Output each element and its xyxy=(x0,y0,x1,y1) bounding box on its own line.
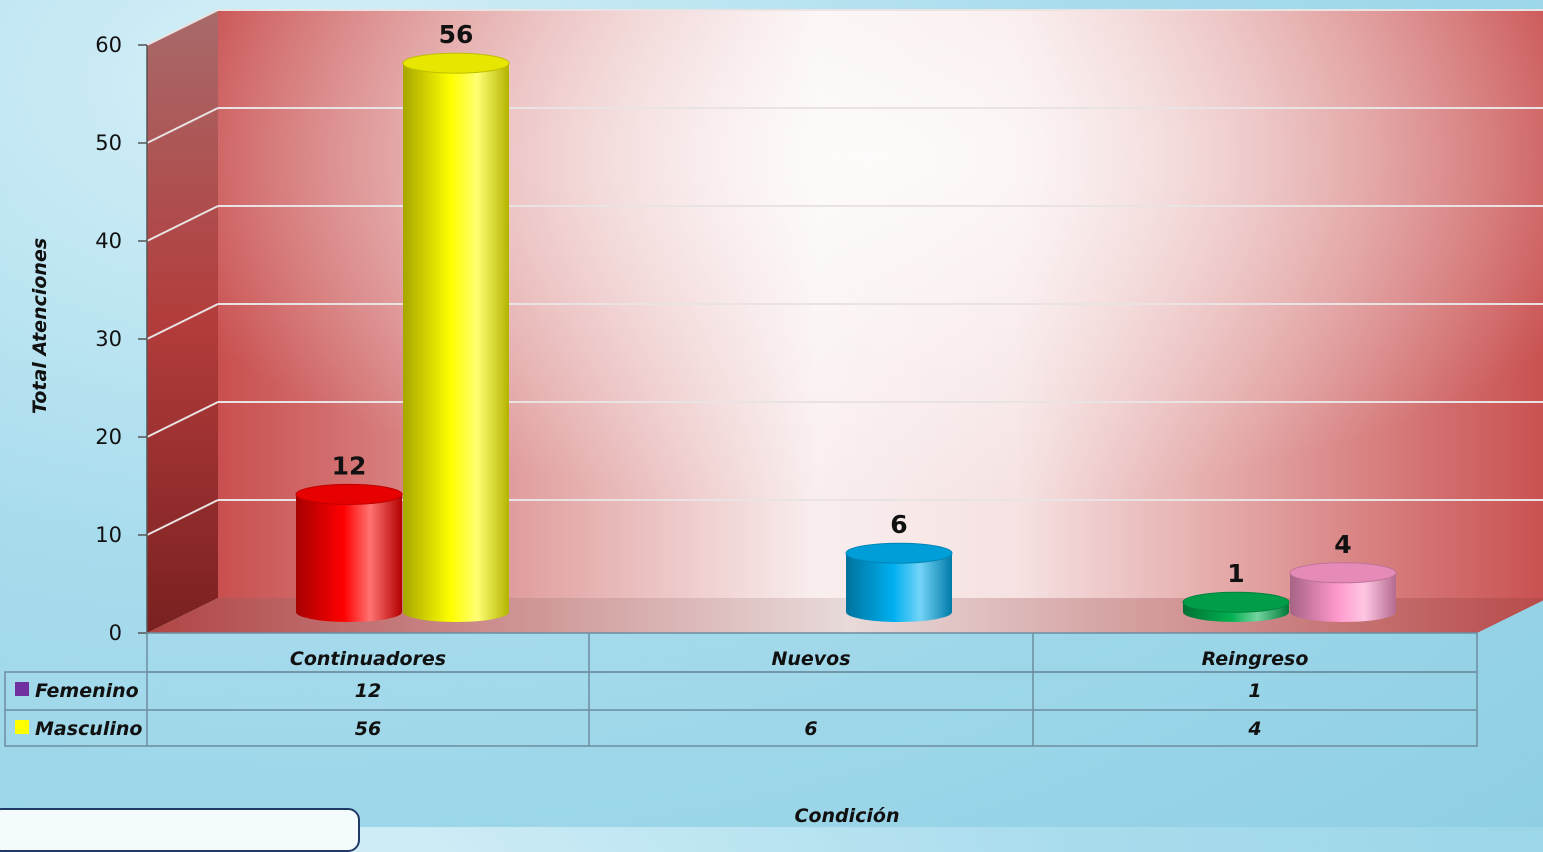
bar-top xyxy=(1182,591,1290,613)
bar-top xyxy=(295,483,403,505)
table-cell: 4 xyxy=(1247,718,1261,740)
gridline-side xyxy=(146,205,219,242)
bar-top xyxy=(402,52,510,74)
table-cell: 12 xyxy=(355,680,381,702)
category-label: Reingreso xyxy=(1202,648,1309,670)
y-tick-label: 30 xyxy=(95,327,122,351)
legend-swatch xyxy=(15,682,29,696)
data-labels: 12 56 6 1 4 xyxy=(332,20,1352,588)
data-table: Continuadores Nuevos Reingreso Femenino 12 1 M… xyxy=(4,632,1478,747)
y-axis-ticks: 0 10 20 30 40 50 60 xyxy=(95,33,148,645)
category-label: Continuadores xyxy=(290,648,446,670)
bar-body xyxy=(403,63,509,622)
legend-entry: Femenino xyxy=(35,680,139,702)
chart: 0 10 20 30 40 50 60 12 56 6 1 4 Continuadores Nuevo… xyxy=(4,9,1543,827)
y-tick-label: 50 xyxy=(95,131,122,155)
data-label: 56 xyxy=(439,20,474,49)
legend-swatch xyxy=(15,720,29,734)
bars xyxy=(295,52,1397,622)
bar-top xyxy=(845,542,953,564)
corner-box xyxy=(0,808,360,852)
table-cell: 56 xyxy=(355,718,381,740)
bar-body xyxy=(1290,572,1396,622)
bar-nuevos-1 xyxy=(845,542,953,622)
table-cell: 1 xyxy=(1248,680,1261,702)
bar-body xyxy=(296,494,402,622)
gridline-side xyxy=(146,401,219,438)
table-cell: 6 xyxy=(804,718,817,740)
data-label: 4 xyxy=(1334,530,1351,559)
data-label: 6 xyxy=(890,510,907,539)
legend-entry: Masculino xyxy=(35,718,142,740)
y-axis-label: Total Atenciones xyxy=(29,238,51,414)
data-label: 12 xyxy=(332,451,367,480)
data-label: 1 xyxy=(1227,559,1244,588)
bar-reingreso-1 xyxy=(1182,591,1290,622)
y-tick-label: 10 xyxy=(95,523,122,547)
table-body xyxy=(4,671,1478,747)
gridline-side xyxy=(146,303,219,340)
bar-continuadores-1 xyxy=(295,483,403,622)
gridline-side xyxy=(146,107,219,144)
bar-reingreso-2 xyxy=(1289,562,1397,622)
bar-top xyxy=(1289,562,1397,584)
y-tick-label: 60 xyxy=(95,33,122,57)
gridline-side xyxy=(146,9,219,46)
gridline-side xyxy=(146,499,219,536)
bar-continuadores-2 xyxy=(402,52,510,622)
x-axis-label: Condición xyxy=(795,805,900,827)
bar-body xyxy=(846,553,952,622)
y-tick-label: 40 xyxy=(95,229,122,253)
y-tick-label: 0 xyxy=(109,621,122,645)
category-label: Nuevos xyxy=(771,648,850,670)
y-tick-label: 20 xyxy=(95,425,122,449)
